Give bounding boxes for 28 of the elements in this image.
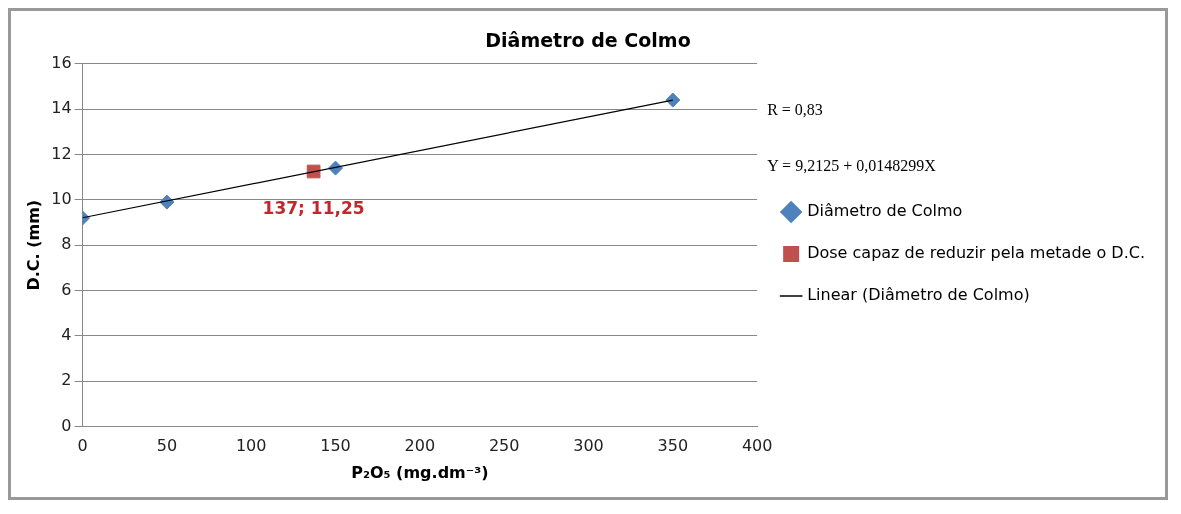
x-tick-label: 300 bbox=[573, 436, 604, 456]
y-axis-title: D.C. (mm) bbox=[23, 199, 43, 291]
x-tick-label: 400 bbox=[741, 436, 773, 456]
x-axis-title: P₂O₅ (mg.dm⁻³) bbox=[351, 462, 489, 482]
y-tick-label: 4 bbox=[61, 325, 72, 345]
y-tick-label: 8 bbox=[61, 234, 72, 254]
x-tick-label: 200 bbox=[404, 436, 436, 456]
x-tick-label: 100 bbox=[235, 436, 267, 456]
y-tick-label: 10 bbox=[51, 189, 72, 209]
legend-label: Diâmetro de Colmo bbox=[807, 201, 963, 221]
y-tick-label: 12 bbox=[51, 143, 72, 163]
x-tick-label: 0 bbox=[77, 436, 88, 456]
x-tick-label: 150 bbox=[320, 436, 351, 456]
legend-label: Dose capaz de reduzir pela metade o D.C. bbox=[807, 243, 1146, 263]
annotation: 137; 11,25 bbox=[262, 198, 365, 219]
y-tick-label: 2 bbox=[61, 370, 72, 390]
text: Y = 9,2125 + 0,0148299X bbox=[767, 157, 937, 175]
y-tick-label: 0 bbox=[61, 415, 72, 435]
legend-label: Linear (Diâmetro de Colmo) bbox=[807, 285, 1030, 305]
y-tick-label: 6 bbox=[61, 279, 72, 299]
chart-title: Diâmetro de Colmo bbox=[485, 29, 691, 52]
x-tick-label: 350 bbox=[657, 436, 689, 456]
y-tick-label: 14 bbox=[51, 98, 72, 118]
x-tick-label: 50 bbox=[156, 436, 178, 456]
y-tick-label: 16 bbox=[51, 52, 72, 72]
point bbox=[665, 92, 681, 108]
text: R = 0,83 bbox=[767, 101, 823, 119]
x-tick-label: 250 bbox=[488, 436, 520, 456]
